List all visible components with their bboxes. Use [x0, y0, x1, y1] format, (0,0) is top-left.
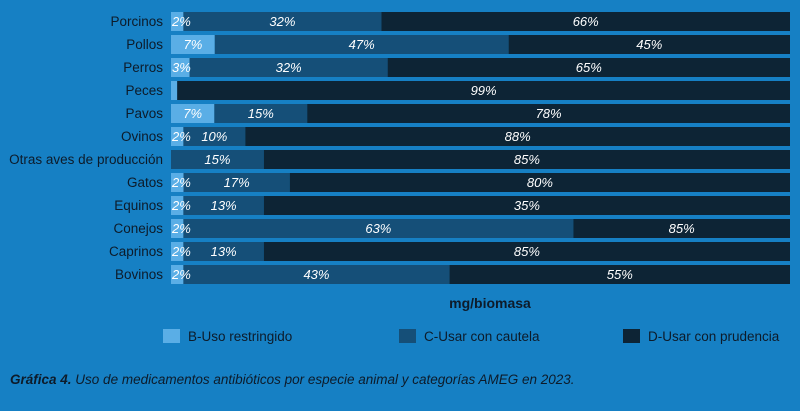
- bar-segment: [183, 12, 382, 31]
- bar-segment: [171, 196, 184, 215]
- bar-segment: [171, 150, 264, 169]
- legend-swatch: [399, 329, 416, 343]
- bar-segment: [171, 173, 184, 192]
- data-label: 66%: [573, 14, 599, 29]
- category-label: Pollos: [126, 37, 163, 52]
- bar-segment: [171, 35, 215, 54]
- x-axis-label: mg/biomasa: [449, 295, 531, 311]
- bar-segment: [183, 196, 264, 215]
- figure-caption: Gráfica 4. Uso de medicamentos antibióti…: [10, 372, 790, 387]
- bar-segment: [449, 265, 790, 284]
- bar-segment: [381, 12, 790, 31]
- data-label: 2%: [171, 129, 191, 144]
- bar-segment: [263, 196, 791, 215]
- bar-segment: [171, 219, 184, 238]
- data-label: 99%: [471, 83, 497, 98]
- bar-segment: [183, 265, 450, 284]
- bar-segment: [171, 81, 178, 100]
- data-label: 3%: [172, 60, 191, 75]
- data-label: 2%: [171, 244, 191, 259]
- caption-text: Uso de medicamentos antibióticos por esp…: [71, 372, 575, 387]
- bar-segment: [263, 150, 791, 169]
- data-label: 85%: [669, 221, 695, 236]
- data-label: 85%: [514, 244, 540, 259]
- data-label: 47%: [349, 37, 375, 52]
- bar-value-labels: 2% 32% 66% 7% 47% 45% 3% 32% 65% 99% 7% 15% 78% 2% 10%…: [171, 14, 695, 282]
- category-label: Perros: [123, 60, 163, 75]
- bar-segment: [177, 81, 790, 100]
- bar-segment: [183, 173, 290, 192]
- data-label: 35%: [514, 198, 540, 213]
- bar-segment: [307, 104, 790, 123]
- data-label: 13%: [211, 244, 237, 259]
- legend-label: C-Usar con cautela: [424, 329, 540, 344]
- data-label: 2%: [171, 267, 191, 282]
- category-label: Bovinos: [115, 267, 163, 282]
- bar-segment: [171, 12, 184, 31]
- legend-swatch: [163, 329, 180, 343]
- bar-segment: [508, 35, 790, 54]
- bar-segment: [263, 242, 791, 261]
- bar-segment: [171, 58, 190, 77]
- bar-segment: [573, 219, 790, 238]
- data-label: 55%: [607, 267, 633, 282]
- bar-segment: [171, 242, 184, 261]
- data-label: 45%: [636, 37, 662, 52]
- bar-segment: [183, 219, 574, 238]
- category-label: Ovinos: [121, 129, 163, 144]
- bar-segment: [214, 35, 509, 54]
- category-label: Gatos: [127, 175, 163, 190]
- data-label: 78%: [536, 106, 562, 121]
- data-label: 2%: [171, 14, 191, 29]
- legend-label: B-Uso restringido: [188, 329, 292, 344]
- bar-segment: [245, 127, 790, 146]
- data-label: 2%: [171, 175, 191, 190]
- bars: [171, 12, 791, 284]
- data-label: 7%: [183, 106, 202, 121]
- bar-segment: [171, 265, 184, 284]
- data-label: 63%: [365, 221, 391, 236]
- bar-segment: [171, 104, 215, 123]
- bar-segment: [183, 242, 264, 261]
- category-label: Peces: [125, 83, 163, 98]
- data-label: 32%: [276, 60, 302, 75]
- legend-swatch: [623, 329, 640, 343]
- data-label: 10%: [201, 129, 227, 144]
- bar-segment: [387, 58, 790, 77]
- data-label: 15%: [248, 106, 274, 121]
- category-label: Otras aves de producción: [9, 152, 163, 167]
- legend: B-Uso restringido C-Usar con cautela D-Usa…: [163, 329, 780, 344]
- data-label: 17%: [224, 175, 250, 190]
- category-labels: Porcinos Pollos Perros Peces Pavos Ovinos Otra…: [9, 14, 163, 282]
- bar-segment: [171, 127, 184, 146]
- category-label: Caprinos: [109, 244, 163, 259]
- category-label: Pavos: [125, 106, 163, 121]
- bar-segment: [214, 104, 308, 123]
- bar-segment: [289, 173, 790, 192]
- stacked-bar-chart: Porcinos Pollos Perros Peces Pavos Ovinos Otra…: [9, 12, 791, 344]
- data-label: 2%: [171, 221, 191, 236]
- legend-label: D-Usar con prudencia: [648, 329, 780, 344]
- data-label: 43%: [303, 267, 329, 282]
- data-label: 85%: [514, 152, 540, 167]
- data-label: 13%: [211, 198, 237, 213]
- data-label: 65%: [576, 60, 602, 75]
- category-label: Porcinos: [110, 14, 163, 29]
- bar-segment: [189, 58, 388, 77]
- data-label: 80%: [527, 175, 553, 190]
- data-label: 88%: [505, 129, 531, 144]
- data-label: 15%: [204, 152, 230, 167]
- data-label: 32%: [269, 14, 295, 29]
- data-label: 2%: [171, 198, 191, 213]
- category-label: Equinos: [114, 198, 163, 213]
- caption-figure-number: Gráfica 4.: [10, 372, 72, 387]
- data-label: 7%: [183, 37, 202, 52]
- bar-segment: [183, 127, 246, 146]
- category-label: Conejos: [113, 221, 163, 236]
